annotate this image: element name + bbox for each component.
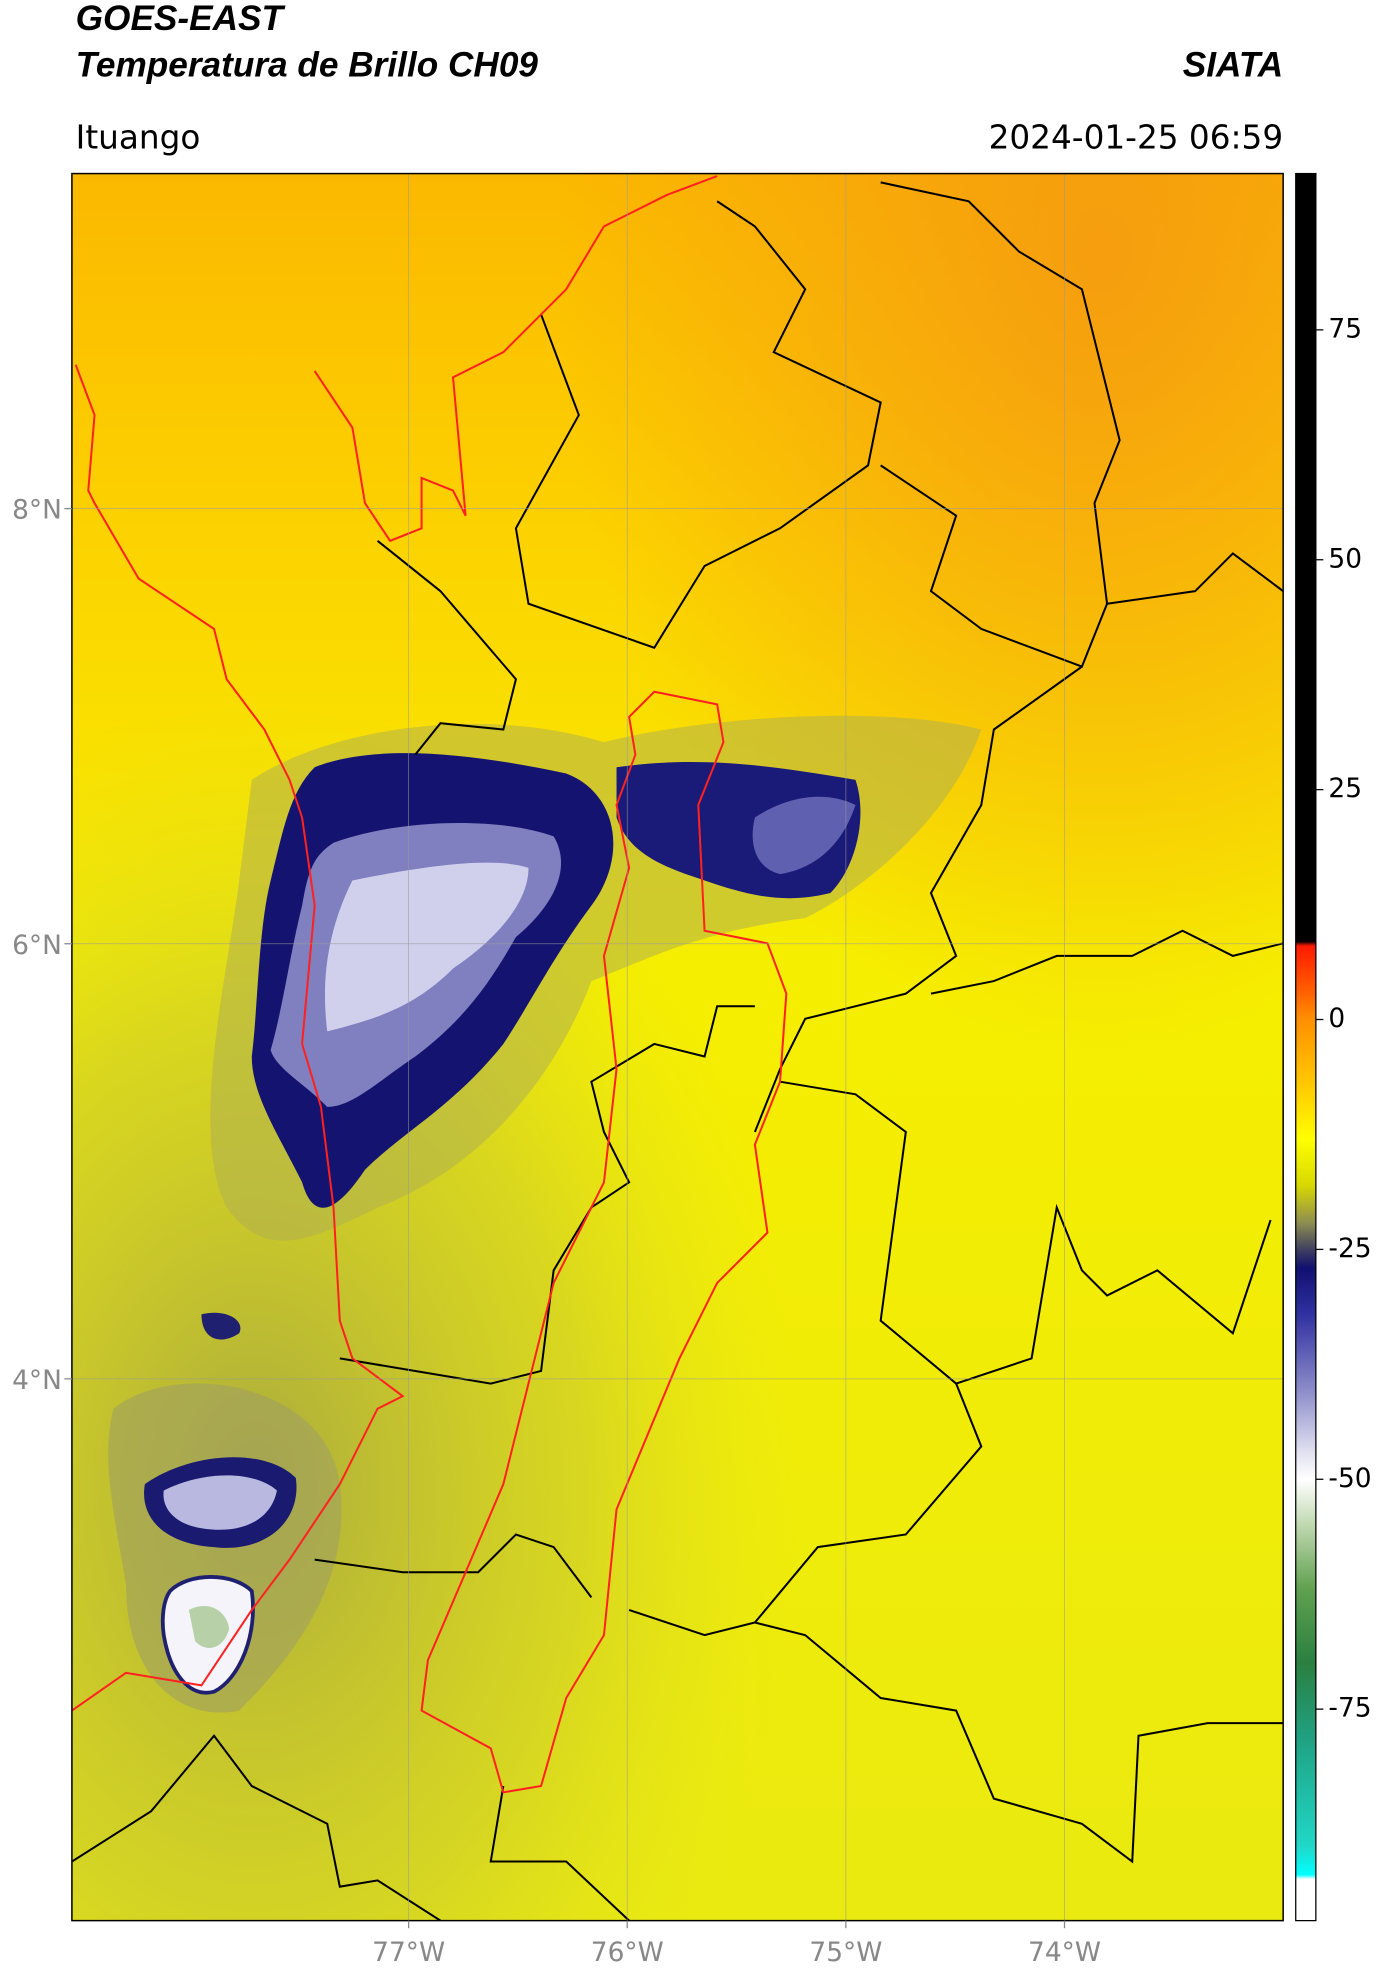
map-frame xyxy=(71,172,1284,1922)
datetime: 2024-01-25 06:59 xyxy=(989,118,1284,156)
subtitle: Temperatura de Brillo CH09 xyxy=(76,46,539,85)
y-tick-label: 6°N xyxy=(12,930,62,961)
borders xyxy=(71,181,1284,1921)
border xyxy=(314,1533,593,1598)
border xyxy=(514,200,882,649)
cloud-core xyxy=(163,1475,277,1530)
border xyxy=(376,540,518,756)
grid xyxy=(71,173,1284,1921)
colorbar-tick-label: 50 xyxy=(1328,543,1362,574)
cloud-core xyxy=(188,1605,230,1648)
colorbar-tick-label: 75 xyxy=(1328,313,1362,344)
border xyxy=(779,1080,1272,1385)
y-tick-label: 8°N xyxy=(12,495,62,526)
x-tick-label: 75°W xyxy=(809,1937,882,1968)
border xyxy=(930,929,1284,995)
border xyxy=(339,1005,755,1385)
border xyxy=(880,181,1121,668)
colorbar-tick-label: -25 xyxy=(1328,1233,1371,1264)
map-area xyxy=(71,173,1284,1921)
colorbar-tick-label: 0 xyxy=(1328,1003,1345,1034)
x-tick-label: 74°W xyxy=(1028,1937,1101,1968)
coastline xyxy=(71,364,405,1712)
cloud-core xyxy=(201,1312,241,1340)
border xyxy=(71,1734,441,1921)
coastline xyxy=(313,175,718,543)
border xyxy=(1106,552,1284,605)
red-outlines xyxy=(71,175,788,1794)
cloud-core xyxy=(324,862,529,1032)
colorbar-tick-label: -50 xyxy=(1328,1463,1371,1494)
x-tick-label: 76°W xyxy=(591,1937,664,1968)
source: SIATA xyxy=(1183,46,1283,85)
cloud-core xyxy=(752,796,856,875)
location: Ituango xyxy=(76,118,201,156)
border xyxy=(754,1621,1284,1864)
colorbar xyxy=(1295,172,1317,1922)
region-outline xyxy=(420,690,788,1794)
x-tick-label: 77°W xyxy=(372,1937,445,1968)
y-tick-label: 4°N xyxy=(12,1365,62,1396)
border xyxy=(628,1383,983,1637)
colorbar-tick-label: -75 xyxy=(1328,1693,1371,1724)
border xyxy=(753,665,1083,1133)
border xyxy=(489,1785,630,1921)
title: GOES-EAST xyxy=(76,0,286,38)
colorbar-tick-label: 25 xyxy=(1328,773,1362,804)
